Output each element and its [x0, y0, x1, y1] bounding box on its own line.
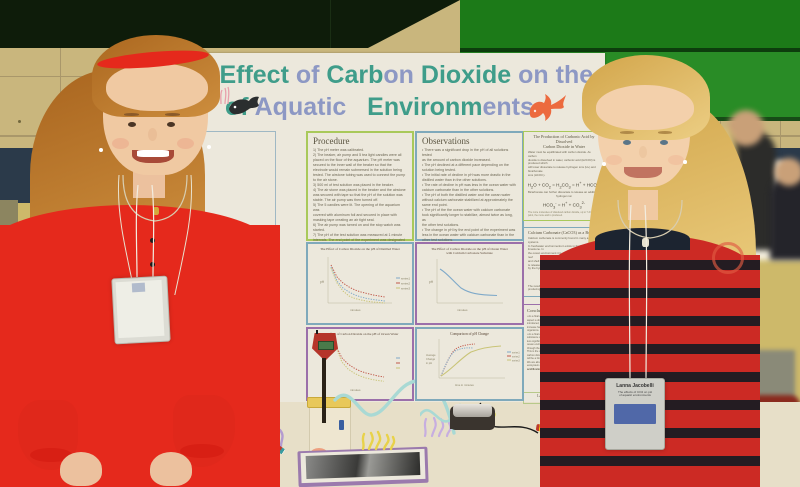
svg-text:series3: series3: [512, 360, 520, 363]
svg-text:time in minutes: time in minutes: [455, 383, 474, 387]
svg-text:series1: series1: [401, 277, 410, 281]
svg-text:Change: Change: [426, 357, 436, 361]
svg-text:Average: Average: [426, 353, 436, 357]
svg-text:minutes: minutes: [350, 308, 361, 312]
svg-text:in pH: in pH: [426, 361, 432, 365]
svg-text:pH: pH: [429, 280, 434, 284]
svg-text:series2: series2: [401, 282, 410, 286]
svg-text:minutes: minutes: [457, 308, 468, 312]
svg-text:series3: series3: [401, 287, 410, 291]
svg-text:pH: pH: [320, 280, 325, 284]
svg-text:series1: series1: [512, 352, 520, 355]
svg-text:series2: series2: [512, 356, 520, 359]
